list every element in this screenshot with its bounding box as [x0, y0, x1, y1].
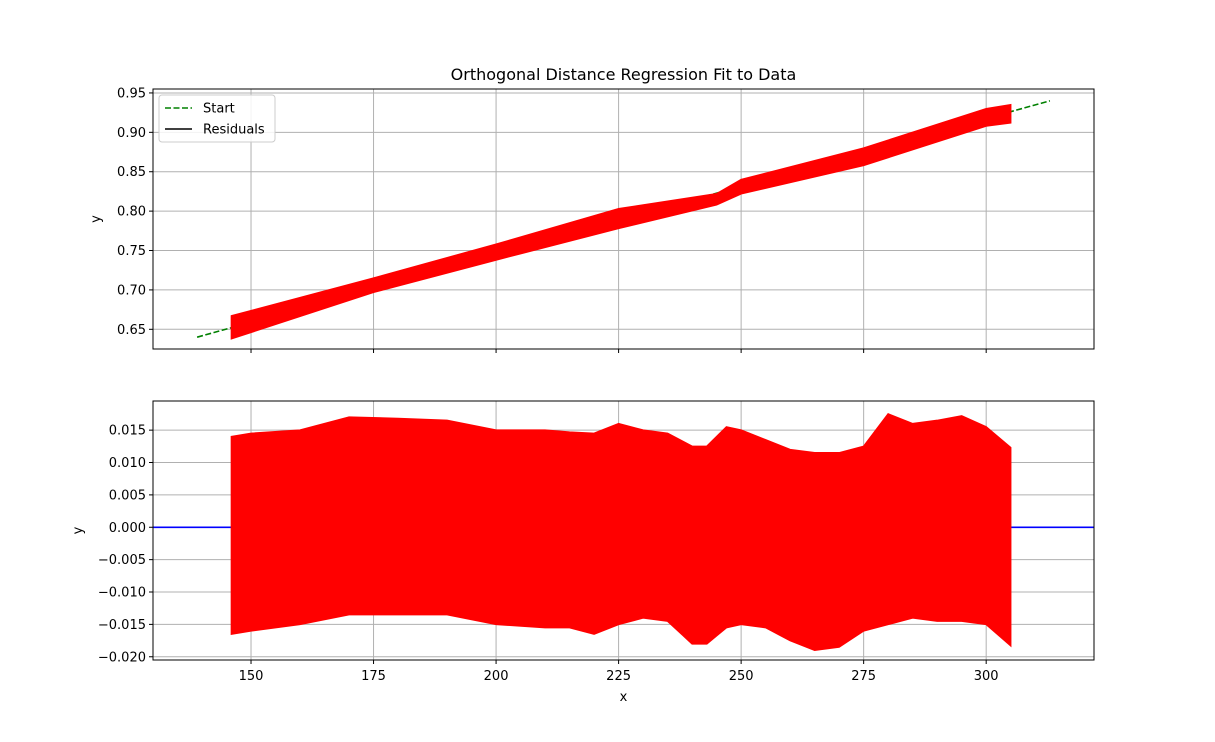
- data-band-series: [230, 413, 1012, 652]
- x-tick-label: 150: [239, 669, 264, 684]
- axes-frame: [152, 88, 1095, 350]
- chart-title: Orthogonal Distance Regression Fit to Da…: [451, 65, 797, 84]
- x-tick-label: 300: [974, 669, 999, 684]
- x-tick-label: 175: [361, 669, 386, 684]
- y-tick-label: 0.95: [117, 86, 146, 101]
- legend-box: [158, 94, 276, 143]
- y-tick-label: 0.90: [117, 126, 146, 141]
- x-tick-label: 275: [851, 669, 876, 684]
- y-tick-label: 0.65: [117, 323, 146, 338]
- axes-frame: [152, 400, 1095, 661]
- plot-area: [153, 413, 1094, 652]
- y-tick-label: 0.70: [117, 283, 146, 298]
- y-tick-label: −0.015: [98, 618, 146, 633]
- y-tick-label: 0.80: [117, 205, 146, 220]
- top-panel: 0.65 0.70 0.75 0.80 0.85 0.90 0.95 y Orthogonal …: [89, 65, 1095, 353]
- x-tick-label: 200: [484, 669, 509, 684]
- x-tick-label: 225: [606, 669, 631, 684]
- plot-area: [196, 100, 1051, 340]
- x-tick-label: 250: [729, 669, 754, 684]
- y-tick-label: 0.85: [117, 165, 146, 180]
- y-tick-label: 0.75: [117, 244, 146, 259]
- legend-label-residuals: Residuals: [203, 123, 265, 138]
- y-tick-label: 0.015: [109, 424, 146, 439]
- y-tick-label: −0.010: [98, 586, 146, 601]
- y-axis-label: y: [71, 526, 86, 534]
- y-tick-label: 0.010: [109, 456, 146, 471]
- y-tick-label: −0.005: [98, 553, 146, 568]
- y-tick-label: 0.000: [109, 521, 146, 536]
- y-axis-label: y: [89, 215, 104, 223]
- x-axis-label: x: [620, 690, 628, 705]
- legend-label-start: Start: [203, 102, 235, 117]
- data-band-series: [230, 103, 1012, 340]
- bottom-panel: 150 175 200 225 250 275 300 −0.020 −0.015 −0.010 −…: [71, 400, 1095, 705]
- y-tick-label: −0.020: [98, 650, 146, 665]
- y-tick-label: 0.005: [109, 488, 146, 503]
- legend: Start Residuals: [158, 94, 276, 143]
